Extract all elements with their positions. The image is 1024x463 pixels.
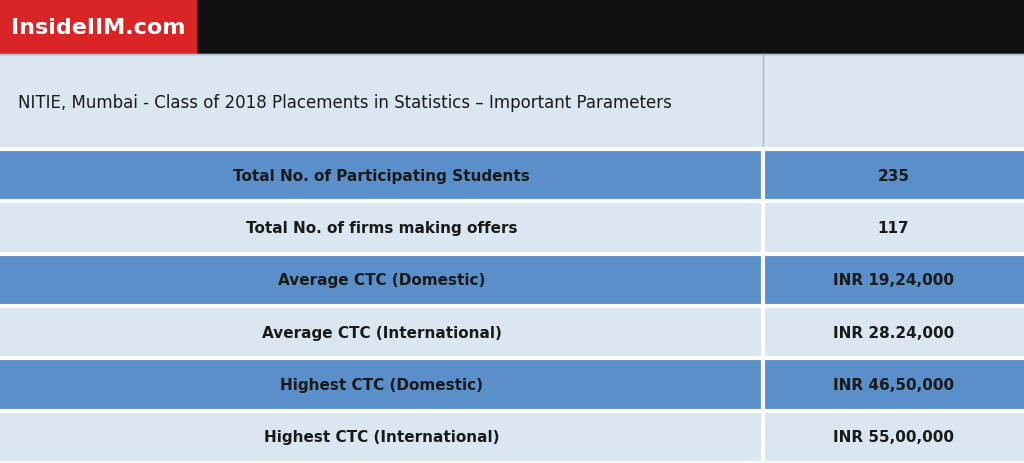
Text: Highest CTC (International): Highest CTC (International): [264, 429, 499, 444]
Bar: [763, 411, 1024, 463]
Text: 235: 235: [878, 169, 909, 183]
Text: INR 46,50,000: INR 46,50,000: [833, 377, 954, 392]
Bar: [0, 0, 1024, 55]
Bar: [0, 307, 763, 358]
Text: 117: 117: [878, 220, 909, 236]
Text: Total No. of firms making offers: Total No. of firms making offers: [246, 220, 517, 236]
Text: Total No. of Participating Students: Total No. of Participating Students: [233, 169, 529, 183]
Text: INR 19,24,000: INR 19,24,000: [833, 273, 954, 288]
Text: NITIE, Mumbai - Class of 2018 Placements in Statistics – Important Parameters: NITIE, Mumbai - Class of 2018 Placements…: [18, 94, 672, 111]
Bar: [0, 411, 763, 463]
Bar: [0, 358, 763, 411]
Bar: [763, 307, 1024, 358]
Bar: [763, 150, 1024, 202]
Bar: [0, 0, 197, 55]
Bar: [0, 254, 763, 307]
Bar: [763, 358, 1024, 411]
Text: INR 28.24,000: INR 28.24,000: [833, 325, 954, 340]
Text: Highest CTC (Domestic): Highest CTC (Domestic): [280, 377, 483, 392]
Bar: [763, 254, 1024, 307]
Bar: [0, 202, 763, 254]
Bar: [0, 55, 1024, 150]
Text: InsideIIM.com: InsideIIM.com: [11, 18, 185, 38]
Text: INR 55,00,000: INR 55,00,000: [833, 429, 954, 444]
Bar: [0, 150, 763, 202]
Text: Average CTC (Domestic): Average CTC (Domestic): [278, 273, 485, 288]
Bar: [763, 202, 1024, 254]
Text: Average CTC (International): Average CTC (International): [261, 325, 502, 340]
